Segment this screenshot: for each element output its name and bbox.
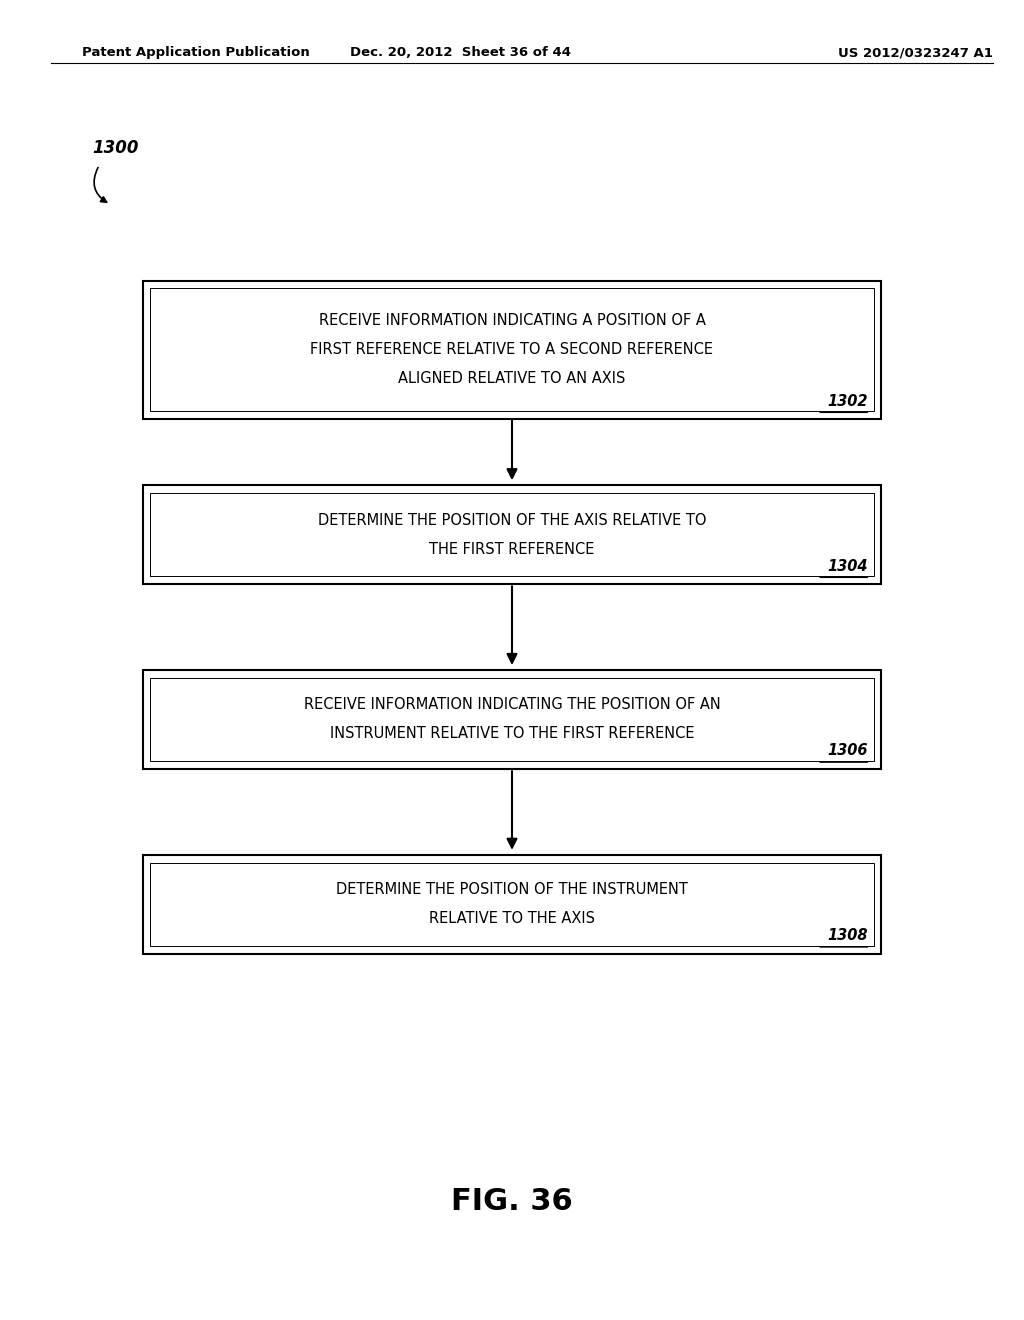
- Text: 1308: 1308: [827, 928, 868, 942]
- FancyBboxPatch shape: [150, 863, 874, 945]
- Text: FIG. 36: FIG. 36: [452, 1187, 572, 1216]
- Text: RELATIVE TO THE AXIS: RELATIVE TO THE AXIS: [429, 911, 595, 927]
- FancyBboxPatch shape: [150, 289, 874, 412]
- Text: DETERMINE THE POSITION OF THE AXIS RELATIVE TO: DETERMINE THE POSITION OF THE AXIS RELAT…: [317, 512, 707, 528]
- Text: 1300: 1300: [92, 139, 138, 157]
- FancyBboxPatch shape: [143, 855, 881, 953]
- Text: THE FIRST REFERENCE: THE FIRST REFERENCE: [429, 541, 595, 557]
- Text: ALIGNED RELATIVE TO AN AXIS: ALIGNED RELATIVE TO AN AXIS: [398, 371, 626, 387]
- FancyBboxPatch shape: [150, 492, 874, 576]
- Text: 1302: 1302: [827, 393, 868, 409]
- FancyBboxPatch shape: [143, 486, 881, 583]
- Text: RECEIVE INFORMATION INDICATING THE POSITION OF AN: RECEIVE INFORMATION INDICATING THE POSIT…: [304, 697, 720, 713]
- Text: RECEIVE INFORMATION INDICATING A POSITION OF A: RECEIVE INFORMATION INDICATING A POSITIO…: [318, 313, 706, 329]
- FancyBboxPatch shape: [150, 678, 874, 760]
- Text: 1304: 1304: [827, 558, 868, 573]
- Text: DETERMINE THE POSITION OF THE INSTRUMENT: DETERMINE THE POSITION OF THE INSTRUMENT: [336, 882, 688, 898]
- Text: FIRST REFERENCE RELATIVE TO A SECOND REFERENCE: FIRST REFERENCE RELATIVE TO A SECOND REF…: [310, 342, 714, 358]
- Text: Patent Application Publication: Patent Application Publication: [82, 46, 309, 59]
- Text: US 2012/0323247 A1: US 2012/0323247 A1: [839, 46, 993, 59]
- Text: 1306: 1306: [827, 743, 868, 758]
- Text: INSTRUMENT RELATIVE TO THE FIRST REFERENCE: INSTRUMENT RELATIVE TO THE FIRST REFEREN…: [330, 726, 694, 742]
- Text: Dec. 20, 2012  Sheet 36 of 44: Dec. 20, 2012 Sheet 36 of 44: [350, 46, 571, 59]
- FancyBboxPatch shape: [143, 281, 881, 420]
- FancyBboxPatch shape: [143, 671, 881, 768]
